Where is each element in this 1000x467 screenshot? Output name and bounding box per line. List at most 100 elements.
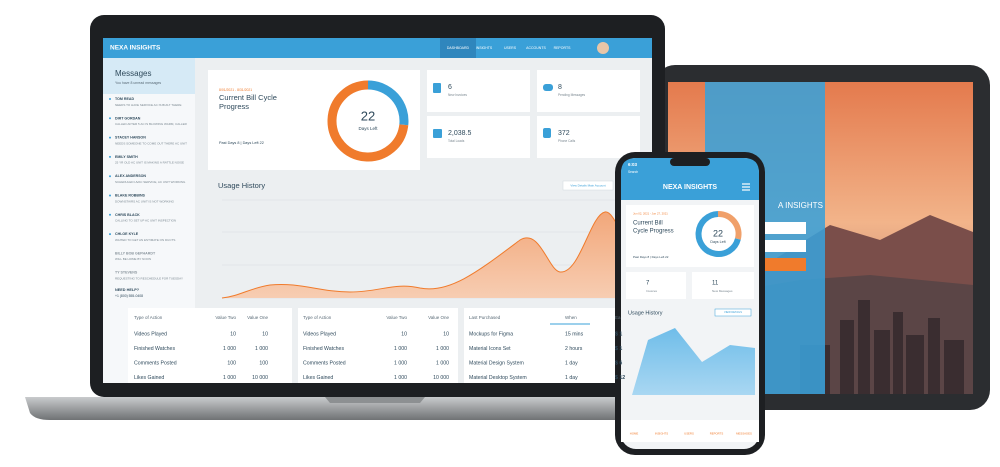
- unread-dot: [109, 155, 111, 158]
- phone-stat-card: [692, 272, 754, 299]
- table-cell: Likes Gained: [134, 375, 164, 381]
- message-text: CALLING TO SET UP AC UNIT INSPECTION: [115, 219, 176, 223]
- phone-bill-dates: Jun 02, 2021 - Jun 27, 2021: [633, 212, 668, 216]
- nav-item[interactable]: INSIGHTS: [476, 46, 493, 50]
- table-cell: Comments Posted: [134, 360, 177, 366]
- message-text: WAITED TO GET AN ESTIMATE ON DUCTS: [115, 238, 175, 242]
- phone-bill-title: Current Bill: [633, 221, 663, 227]
- phone-stat-card: [626, 272, 686, 299]
- table-cell: $ 6: [615, 360, 622, 366]
- table-cell: 1 000: [223, 375, 236, 381]
- message-name[interactable]: BILLY BOB GEPHARDT: [115, 251, 156, 255]
- nav-item[interactable]: REPORTS: [554, 46, 572, 50]
- table-header: Last Purchased: [469, 315, 501, 320]
- usage-title: Usage History: [218, 181, 265, 190]
- phone-notch: [670, 158, 710, 166]
- table-cell: 1 000: [255, 346, 268, 352]
- table-cell: 1 day: [565, 360, 578, 366]
- phone-stat-label: Invoices: [646, 289, 658, 293]
- donut-past: [367, 80, 409, 126]
- phone-nav-item[interactable]: USERS: [684, 432, 694, 436]
- table-cell: 10 000: [433, 375, 449, 381]
- stat-label: Phone Calls: [558, 139, 576, 143]
- bill-days-label: Days Left: [358, 126, 378, 131]
- avatar: [597, 42, 609, 54]
- login-field[interactable]: [760, 240, 806, 252]
- stat-label: Total Loads: [448, 139, 465, 143]
- table-cell: 1 000: [394, 360, 407, 366]
- table-cell: Comments Posted: [303, 360, 346, 366]
- phone-bill-card: [626, 205, 754, 267]
- table-cell: Videos Played: [303, 331, 336, 337]
- phone-usage-button[interactable]: [714, 308, 752, 317]
- message-text: NEEDS SOMEONE TO COME OUT THERE AC UNIT: [115, 141, 187, 145]
- stat-value: 2,038.5: [448, 130, 471, 137]
- table-cell: 1 000: [394, 346, 407, 352]
- table-cell: Finished Watches: [303, 346, 344, 352]
- stat-value: 6: [448, 84, 452, 91]
- city: [800, 300, 964, 394]
- phone-screen: [621, 158, 759, 449]
- stat-icons: [433, 83, 553, 138]
- message-name[interactable]: STACEY HANSON: [115, 136, 146, 140]
- table-cell: 100: [227, 360, 236, 366]
- table-cell: 2 hours: [565, 346, 583, 352]
- stat-label: New Invoices: [448, 93, 467, 97]
- message-text: 25 YR OLD AC UNIT IS MAKING A RATTLE NOI…: [115, 161, 184, 165]
- table-cell: Material Desktop System: [469, 375, 527, 381]
- phone-nav-item[interactable]: MESSAGES: [736, 432, 752, 436]
- phone-nav-item[interactable]: INSIGHTS: [655, 432, 668, 436]
- phone-usage-button[interactable]: VIEW DETAILS: [724, 310, 742, 314]
- unread-dot: [109, 136, 111, 139]
- messages-title: Messages: [115, 69, 151, 78]
- message-name[interactable]: TY STEVENS: [115, 271, 138, 275]
- message-name[interactable]: BLAKE ROBBINS: [115, 193, 146, 197]
- table-cell: 10: [401, 331, 407, 337]
- nav-item[interactable]: ACCOUNTS: [526, 46, 546, 50]
- help-phone: +1 (800) 555-0408: [115, 294, 143, 298]
- table-cell: 1 day: [565, 375, 578, 381]
- table-header: When: [565, 315, 577, 320]
- message-name[interactable]: CHLOE KYLE: [115, 232, 139, 236]
- sidebar-header: [103, 58, 195, 94]
- message-name[interactable]: DIRT GORDAN: [115, 116, 141, 120]
- menu-icon[interactable]: [742, 183, 750, 191]
- table-cell: Likes Gained: [303, 375, 333, 381]
- message-text: NEEDS TO HAVE SERVICE AC IS BUILT THERE: [115, 103, 181, 107]
- phone-back: Search: [628, 170, 638, 174]
- phone-brand: NEXA INSIGHTS: [663, 184, 718, 191]
- usage-button[interactable]: [562, 180, 614, 191]
- usage-line: [221, 211, 641, 299]
- message-name[interactable]: ALEX ANDERSON: [115, 174, 146, 178]
- nav-item[interactable]: USERS: [504, 46, 517, 50]
- phone-time: 6:03: [628, 162, 638, 167]
- message-text: WILL BE HOME BY NOON: [115, 257, 151, 261]
- stat-label: Pending Messages: [558, 93, 586, 97]
- message-name[interactable]: EMILY SMITH: [115, 155, 138, 159]
- table-cell: Material Icons Set: [469, 346, 511, 352]
- usage-button[interactable]: View Details Main Account: [570, 183, 605, 187]
- phone-bill-days: 22: [713, 228, 723, 238]
- phone-stat-label: New Messages: [712, 289, 733, 293]
- message-name[interactable]: CHRIS BLACK: [115, 213, 140, 217]
- table-header: Value Two: [386, 315, 407, 320]
- login-button[interactable]: [760, 258, 806, 271]
- table-cell: 10 000: [252, 375, 268, 381]
- phone-nav-item[interactable]: HOME: [630, 432, 639, 436]
- table-header: Value One: [428, 315, 449, 320]
- nav-active: [440, 38, 476, 58]
- message-name[interactable]: TOM READ: [115, 97, 135, 101]
- bill-title: Progress: [219, 102, 249, 111]
- unread-dot: [109, 175, 111, 178]
- phone-nav-item[interactable]: REPORTS: [710, 432, 724, 436]
- stat-value: 372: [558, 130, 570, 137]
- table-cell: $ 1: [615, 331, 622, 337]
- phone-stat-value: 7: [646, 281, 650, 287]
- unread-dot: [109, 233, 111, 236]
- table-cell: $ 1: [615, 346, 622, 352]
- bill-days: 22: [361, 108, 375, 123]
- login-field[interactable]: [760, 222, 806, 234]
- nav-item[interactable]: DASHBOARD: [447, 46, 470, 50]
- table-cell: $ 12: [615, 375, 625, 381]
- table-cell: 1 000: [436, 360, 449, 366]
